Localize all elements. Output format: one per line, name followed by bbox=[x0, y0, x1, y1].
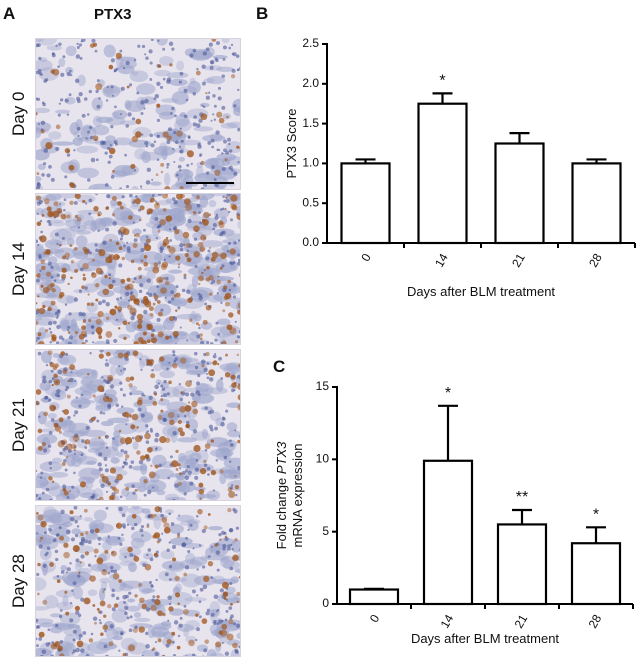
tissue-texture-day-14 bbox=[36, 194, 240, 344]
x-axis-title: Days after BLM treatment bbox=[411, 631, 559, 646]
y-axis-title-line-2: mRNA expression bbox=[290, 443, 305, 547]
error-bar-day-21 bbox=[509, 132, 530, 144]
significance-day-14: * bbox=[445, 385, 451, 402]
histology-image-day-28 bbox=[35, 505, 241, 657]
bar-day-14 bbox=[422, 459, 474, 606]
y-axis-title-line-1: Fold change PTX3 bbox=[274, 441, 289, 549]
x-tick-label-28: 28 bbox=[586, 251, 605, 270]
bar-day-28 bbox=[570, 542, 622, 606]
bar-day-28 bbox=[571, 162, 622, 245]
y-tick-label: 0.0 bbox=[302, 235, 319, 249]
y-tick-label: 5 bbox=[322, 524, 329, 538]
panel-c-letter: C bbox=[273, 357, 286, 376]
x-tick-label-28: 28 bbox=[586, 612, 605, 631]
error-bar-day-28 bbox=[586, 158, 607, 164]
error-bar-day-14 bbox=[432, 92, 453, 104]
y-tick-label: 15 bbox=[316, 379, 330, 393]
x-axis-title: Days after BLM treatment bbox=[407, 284, 555, 299]
y-tick-label: 0 bbox=[322, 596, 329, 610]
y-tick-label: 10 bbox=[316, 452, 330, 466]
histology-image-day-14 bbox=[35, 193, 241, 345]
panel-a-letter: A bbox=[3, 4, 16, 23]
tissue-texture-day-0 bbox=[36, 39, 240, 189]
histology-image-day-0 bbox=[35, 38, 241, 190]
bar-day-21 bbox=[494, 142, 545, 245]
histology-image-day-21 bbox=[35, 349, 241, 501]
tissue-texture-day-28 bbox=[36, 506, 240, 656]
y-axis-title: PTX3 Score bbox=[284, 108, 299, 178]
x-tick-label-21: 21 bbox=[512, 612, 531, 631]
bar-day-14 bbox=[417, 102, 468, 245]
x-tick-label-14: 14 bbox=[432, 251, 451, 270]
y-tick-label: 1.5 bbox=[302, 116, 319, 130]
y-tick-label: 2.5 bbox=[302, 36, 319, 50]
y-tick-label: 2.0 bbox=[302, 76, 319, 90]
tissue-texture-day-21 bbox=[36, 350, 240, 500]
significance-day-28: * bbox=[593, 506, 599, 523]
significance-day-21: ** bbox=[516, 489, 528, 506]
x-tick-label-21: 21 bbox=[509, 251, 528, 270]
scale-bar bbox=[186, 182, 234, 184]
x-tick-label-14: 14 bbox=[438, 612, 457, 631]
error-bar-day-0 bbox=[364, 587, 384, 590]
panel-a-title: PTX3 bbox=[94, 6, 132, 23]
error-bar-day-14 bbox=[438, 404, 458, 461]
bar-day-0 bbox=[348, 588, 400, 606]
x-tick-label-0: 0 bbox=[367, 612, 383, 625]
error-bar-day-0 bbox=[355, 158, 376, 164]
y-tick-label: 1.0 bbox=[302, 156, 319, 170]
panel-b-letter: B bbox=[256, 4, 269, 23]
error-bar-day-28 bbox=[586, 526, 606, 544]
significance-day-14: * bbox=[439, 72, 445, 89]
bar-day-21 bbox=[496, 523, 548, 606]
y-tick-label: 0.5 bbox=[302, 195, 319, 209]
error-bar-day-21 bbox=[512, 508, 532, 525]
